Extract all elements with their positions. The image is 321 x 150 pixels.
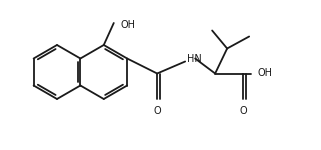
Text: O: O: [239, 105, 247, 116]
Text: HN: HN: [187, 54, 202, 63]
Text: O: O: [153, 105, 161, 116]
Text: OH: OH: [121, 20, 136, 30]
Text: OH: OH: [257, 69, 272, 78]
